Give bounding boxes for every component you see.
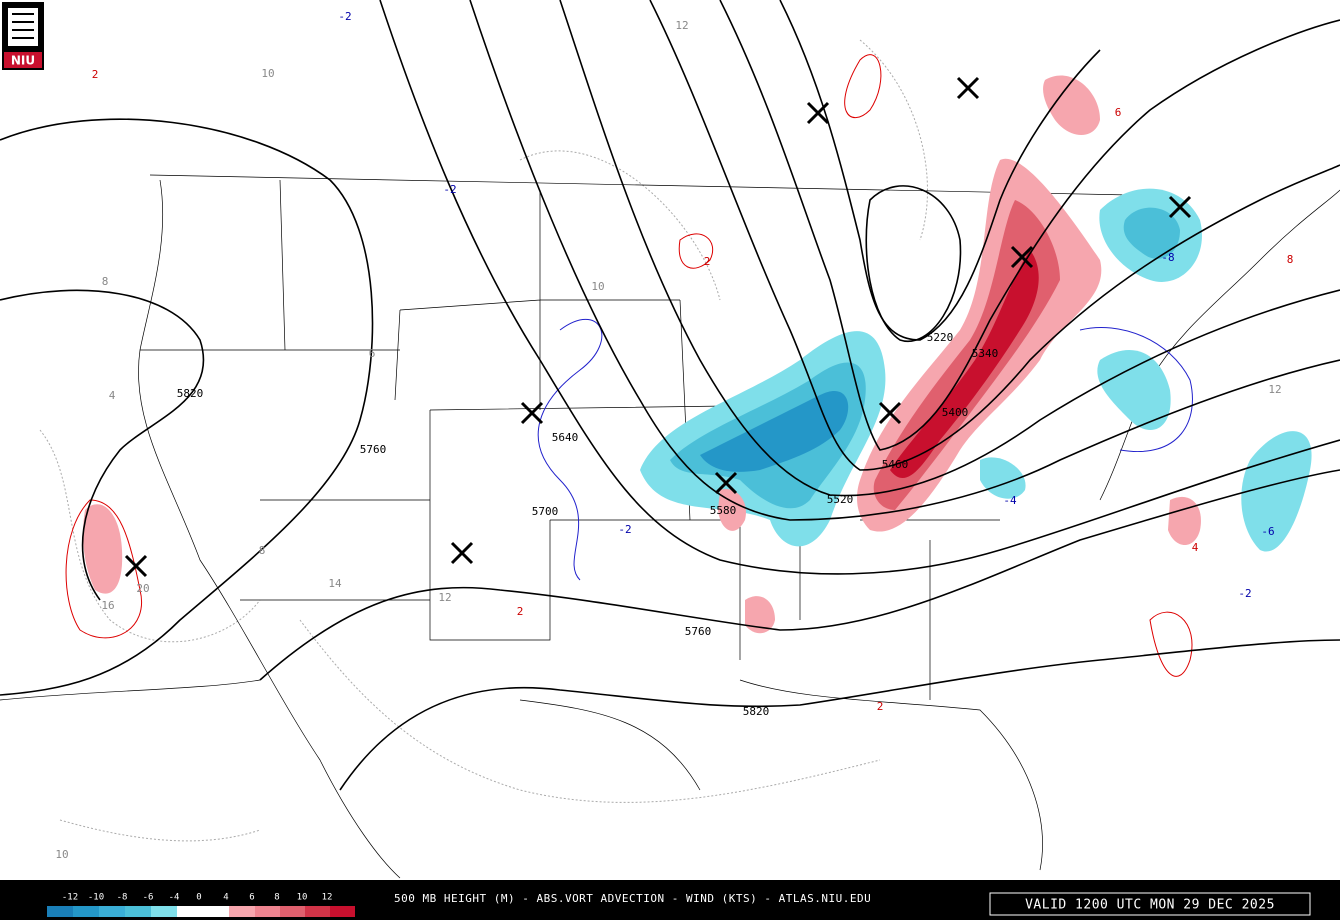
- colorbar-label: -10: [88, 893, 104, 903]
- wind-label: 16: [101, 599, 114, 612]
- wind-label: 14: [328, 577, 342, 590]
- wind-speed-labels: 12 10 8 6 4 10 8 14 12 16 20 12 10: [55, 19, 1281, 861]
- advection-label: 2: [877, 700, 884, 713]
- advection-label: 2: [92, 68, 99, 81]
- wind-label: 12: [438, 591, 451, 604]
- valid-box: [989, 892, 1311, 916]
- wind-label: 8: [102, 275, 109, 288]
- advection-label: -6: [1261, 525, 1274, 538]
- height-label: 5520: [827, 493, 854, 506]
- colorbar-label: -12: [62, 893, 78, 903]
- advection-label: -2: [1238, 587, 1251, 600]
- colorbar-label: -8: [117, 893, 128, 903]
- advection-label: 4: [1192, 541, 1199, 554]
- logo-band: [4, 52, 42, 68]
- advection-label: -2: [618, 523, 631, 536]
- colorbar-cell: [47, 906, 73, 917]
- height-label: 5580: [710, 504, 737, 517]
- height-label: 5340: [972, 347, 999, 360]
- advection-label: 8: [1287, 253, 1294, 266]
- colorbar: -12 -10 -8 -6 -4 0 4 6 8 10 12: [47, 893, 355, 917]
- advection-label: 6: [1115, 106, 1122, 119]
- colorbar-cell: [125, 906, 151, 917]
- colorbar-cell: [330, 906, 355, 917]
- height-label: 5760: [685, 625, 712, 638]
- valid-time: VALID 1200 UTC MON 29 DEC 2025: [1025, 898, 1275, 913]
- colorbar-cell: [305, 906, 330, 917]
- colorbar-cell: [280, 906, 305, 917]
- logo-text: NIU: [11, 54, 35, 68]
- colorbar-cell: [73, 906, 99, 917]
- advection-label: 2: [517, 605, 524, 618]
- wind-label: 6: [369, 347, 376, 360]
- colorbar-cell: [255, 906, 280, 917]
- height-label: 5220: [927, 331, 954, 344]
- height-label: 5400: [942, 406, 969, 419]
- state-borders: [0, 174, 1340, 879]
- height-label: 5460: [882, 458, 909, 471]
- colorbar-label: 8: [274, 893, 279, 903]
- wind-label: 12: [1268, 383, 1281, 396]
- colorbar-cell: [177, 906, 229, 917]
- colorbar-label: -6: [143, 893, 154, 903]
- advection-label: 2: [704, 255, 711, 268]
- height-contours: [0, 0, 1340, 791]
- wind-label: 12: [675, 19, 688, 32]
- colorbar-label: 4: [223, 893, 228, 903]
- height-label: 5700: [532, 505, 559, 518]
- height-label: 5820: [743, 705, 770, 718]
- wind-label: 4: [109, 389, 116, 402]
- colorbar-cell: [229, 906, 255, 917]
- advection-label: -2: [443, 183, 456, 196]
- colorbar-cell: [99, 906, 125, 917]
- colorbar-label: -4: [169, 893, 180, 903]
- logo: NIU: [2, 2, 44, 70]
- colorbar-label: 6: [249, 893, 254, 903]
- advection-labels: -2 2 -2 2 -2 2 4 -4 6 -6 -8 8 2 -2: [92, 10, 1294, 713]
- height-label: 5820: [177, 387, 204, 400]
- colorbar-cell: [151, 906, 177, 917]
- colorbar-label: 10: [297, 893, 308, 903]
- wind-label: 10: [261, 67, 274, 80]
- wind-label: 8: [259, 544, 266, 557]
- advection-label: -8: [1161, 251, 1174, 264]
- height-label: 5640: [552, 431, 579, 444]
- advection-label: -4: [1003, 494, 1017, 507]
- colorbar-label: 12: [322, 893, 333, 903]
- height-label: 5760: [360, 443, 387, 456]
- advection-label: -2: [338, 10, 351, 23]
- wind-label: 10: [591, 280, 604, 293]
- logo-lines: [12, 13, 34, 39]
- wind-label: 10: [55, 848, 68, 861]
- colorbar-label: 0: [196, 893, 201, 903]
- low-pressure-markers: [124, 76, 1192, 578]
- footer-title: 500 MB HEIGHT (M) - ABS.VORT ADVECTION -…: [394, 892, 871, 905]
- height-labels: 5820 5760 5700 5640 5580 5520 5460 5400 …: [177, 331, 999, 718]
- wind-label: 20: [136, 582, 149, 595]
